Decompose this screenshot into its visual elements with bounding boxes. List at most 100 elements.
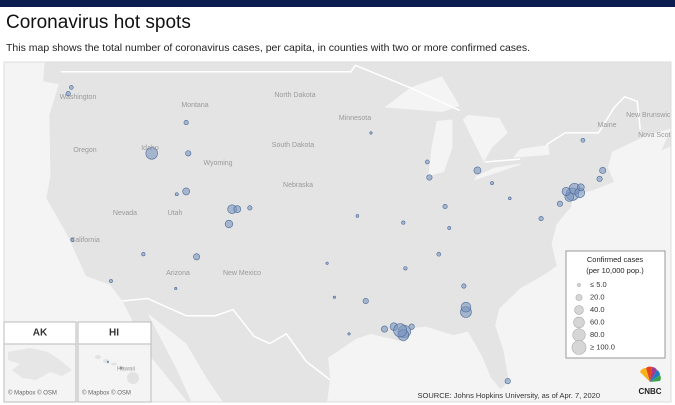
legend-bubble — [577, 283, 581, 287]
region-label: Minnesota — [339, 115, 371, 122]
case-bubble — [596, 175, 603, 182]
ak-credit: © Mapbox © OSM — [8, 390, 57, 397]
lake — [384, 76, 460, 112]
top-bar — [0, 0, 675, 7]
case-bubble — [425, 159, 430, 165]
case-bubble — [460, 301, 472, 313]
case-bubble — [174, 192, 179, 197]
case-bubble — [145, 147, 158, 160]
case-bubble — [70, 238, 75, 242]
title: Coronavirus hot spots — [6, 12, 191, 33]
hi-dot — [119, 366, 123, 370]
hi-label: HI — [109, 328, 119, 339]
lake — [512, 144, 550, 158]
region-label: California — [70, 237, 100, 244]
case-bubble — [182, 187, 190, 196]
lake — [474, 163, 522, 181]
case-bubble — [599, 167, 607, 174]
region-label: Nova Scotia — [638, 132, 675, 139]
ak-land — [8, 348, 72, 380]
hi-dot — [106, 360, 110, 364]
legend-bubble — [575, 294, 583, 301]
lake — [428, 119, 453, 177]
case-bubble — [442, 203, 448, 210]
case-bubble — [332, 295, 336, 299]
case-bubble — [65, 91, 71, 97]
case-bubble — [401, 220, 406, 225]
case-bubble — [381, 325, 388, 333]
legend-label: 80.0 — [590, 330, 605, 339]
region-label: Washington — [60, 94, 97, 101]
region-label: Nevada — [113, 210, 137, 217]
region-label: New Mexico — [223, 270, 261, 277]
region-label: New Brunswick — [626, 112, 674, 119]
region-label: Oregon — [73, 147, 96, 154]
cnbc-logo: CNBC — [638, 366, 662, 396]
case-bubble — [355, 214, 360, 218]
region-label: Wyoming — [203, 160, 232, 167]
legend-bubble — [571, 340, 587, 355]
case-bubble — [426, 174, 433, 181]
case-bubble — [141, 252, 146, 257]
case-bubble — [183, 120, 189, 126]
legend-label: ≥ 100.0 — [590, 342, 615, 351]
hi-islands — [95, 355, 139, 384]
map-frame — [3, 61, 672, 403]
case-bubble — [403, 266, 408, 271]
legend-title: Confirmed cases — [587, 255, 644, 264]
ak-inset-header — [3, 321, 77, 345]
hi-credit: © Mapbox © OSM — [82, 390, 131, 397]
case-bubble — [580, 138, 586, 143]
case-bubble — [369, 131, 373, 135]
subtitle: This map shows the total number of coron… — [6, 42, 530, 54]
case-bubble — [490, 181, 494, 185]
border — [484, 158, 521, 163]
legend-bubble — [574, 305, 584, 315]
case-bubble — [347, 332, 351, 336]
hi-inset-header — [77, 321, 152, 345]
legend-label: 20.0 — [590, 292, 605, 301]
case-bubble — [233, 205, 242, 214]
case-bubble — [224, 219, 234, 229]
region-label: North Dakota — [274, 92, 315, 99]
border — [545, 95, 642, 146]
region-label: Nebraska — [283, 182, 313, 189]
case-bubble — [447, 226, 452, 230]
case-bubble — [408, 323, 415, 330]
legend-label: ≤ 5.0 — [590, 280, 607, 289]
source: SOURCE: Johns Hopkins University, as of … — [418, 391, 600, 400]
logo-text: CNBC — [638, 387, 661, 396]
border — [122, 297, 331, 381]
case-bubble — [473, 166, 482, 175]
legend-label: 40.0 — [590, 305, 605, 314]
case-bubble — [576, 183, 585, 192]
legend-bubble — [572, 328, 586, 342]
case-bubble — [504, 378, 511, 385]
legend-subtitle: (per 10,000 pop.) — [586, 266, 644, 275]
case-bubble — [362, 297, 369, 305]
ak-label: AK — [33, 328, 48, 339]
lake — [462, 115, 508, 162]
case-bubble — [561, 186, 571, 196]
case-bubble — [436, 251, 442, 257]
region-label: South Dakota — [272, 142, 315, 149]
case-bubble — [193, 253, 201, 261]
region-label: Arizona — [166, 270, 190, 277]
case-bubble — [69, 85, 74, 90]
case-bubble — [538, 216, 544, 222]
legend-label: 60.0 — [590, 317, 605, 326]
hi-place: Hawaii — [117, 367, 135, 373]
border — [60, 64, 461, 112]
case-bubble — [174, 287, 178, 291]
region-label: Montana — [181, 102, 208, 109]
case-bubble — [556, 200, 563, 207]
case-bubble — [247, 205, 253, 211]
case-bubble — [185, 150, 192, 157]
legend-bubble — [573, 316, 585, 329]
case-bubble — [508, 196, 512, 201]
case-bubble — [325, 261, 329, 265]
case-bubble — [461, 283, 467, 289]
